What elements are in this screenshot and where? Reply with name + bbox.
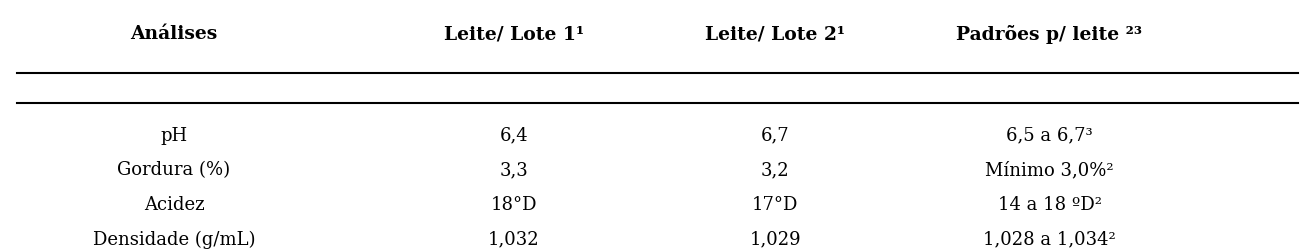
Text: 6,7: 6,7 (761, 127, 789, 145)
Text: Leite/ Lote 1¹: Leite/ Lote 1¹ (443, 25, 584, 43)
Text: 6,4: 6,4 (500, 127, 529, 145)
Text: 3,2: 3,2 (761, 161, 789, 179)
Text: Densidade (g/mL): Densidade (g/mL) (93, 230, 255, 248)
Text: 17°D: 17°D (752, 196, 798, 214)
Text: 1,032: 1,032 (488, 230, 539, 248)
Text: 6,5 a 6,7³: 6,5 a 6,7³ (1006, 127, 1093, 145)
Text: Acidez: Acidez (143, 196, 204, 214)
Text: 18°D: 18°D (490, 196, 537, 214)
Text: Gordura (%): Gordura (%) (117, 161, 230, 179)
Text: 14 a 18 ºD²: 14 a 18 ºD² (998, 196, 1102, 214)
Text: 1,029: 1,029 (750, 230, 801, 248)
Text: Padrões p/ leite ²³: Padrões p/ leite ²³ (956, 25, 1143, 44)
Text: Mínimo 3,0%²: Mínimo 3,0%² (985, 161, 1114, 179)
Text: Leite/ Lote 2¹: Leite/ Lote 2¹ (705, 25, 846, 43)
Text: Análises: Análises (130, 25, 218, 43)
Text: 1,028 a 1,034²: 1,028 a 1,034² (984, 230, 1116, 248)
Text: 3,3: 3,3 (500, 161, 529, 179)
Text: pH: pH (160, 127, 188, 145)
